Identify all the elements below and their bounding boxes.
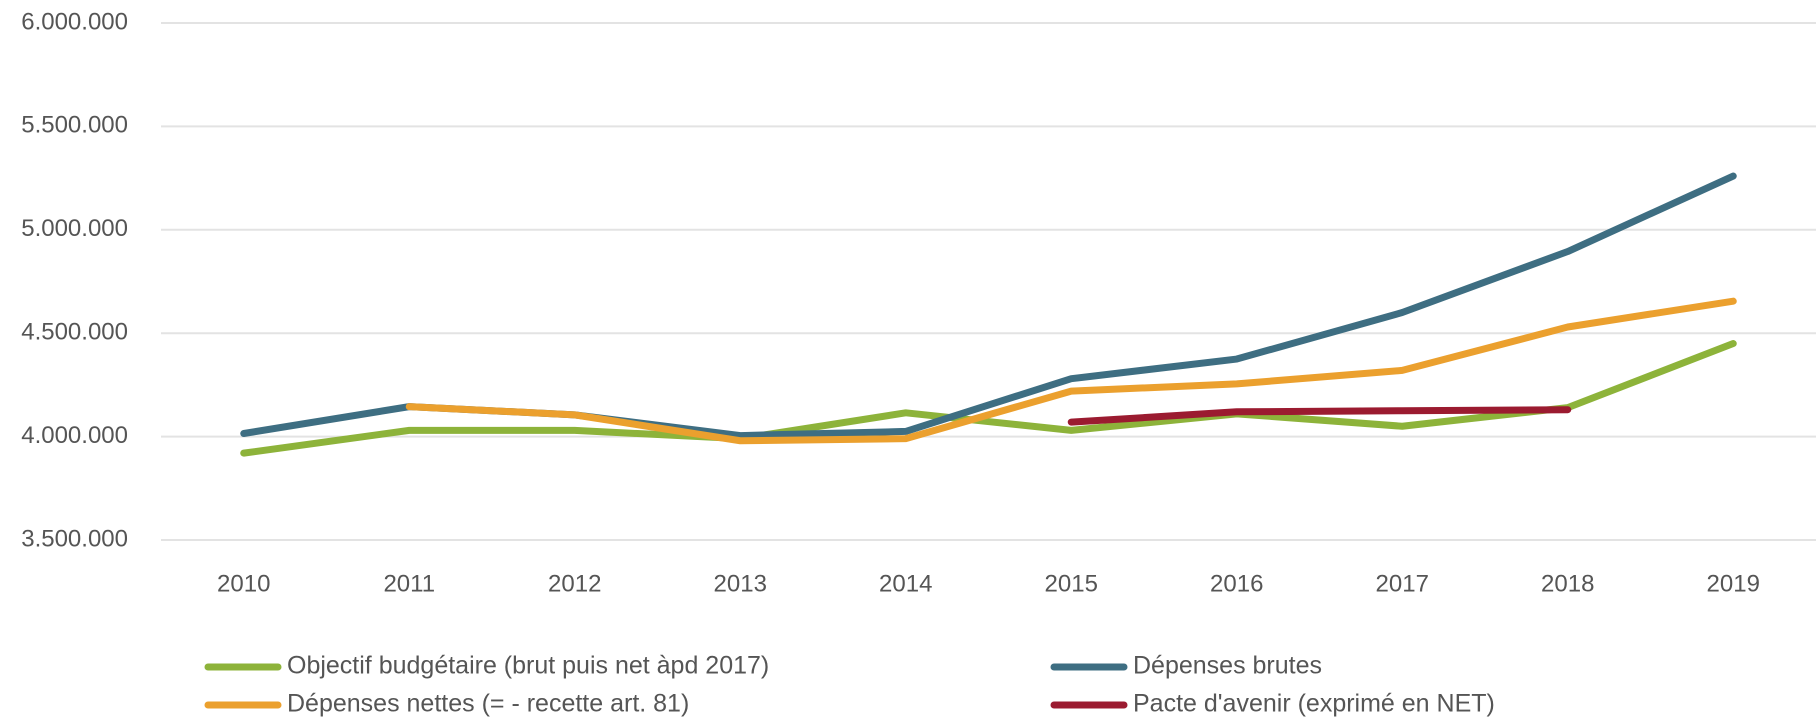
x-tick-label: 2016 bbox=[1210, 570, 1263, 597]
x-tick-label: 2013 bbox=[714, 570, 767, 597]
legend-label: Dépenses brutes bbox=[1133, 652, 1322, 680]
y-tick-label: 6.000.000 bbox=[21, 8, 128, 35]
x-tick-label: 2019 bbox=[1707, 570, 1760, 597]
legend-label: Dépenses nettes (= - recette art. 81) bbox=[287, 690, 689, 718]
y-tick-label: 3.500.000 bbox=[21, 525, 128, 552]
x-tick-label: 2011 bbox=[383, 570, 435, 597]
y-tick-label: 5.500.000 bbox=[21, 112, 128, 139]
legend-label: Pacte d'avenir (exprimé en NET) bbox=[1133, 690, 1495, 718]
x-tick-label: 2014 bbox=[879, 570, 932, 597]
x-tick-label: 2010 bbox=[217, 570, 270, 597]
y-tick-label: 5.000.000 bbox=[21, 215, 128, 242]
series-line bbox=[240, 172, 1737, 440]
y-tick-label: 4.500.000 bbox=[21, 319, 128, 346]
y-tick-label: 4.000.000 bbox=[21, 422, 128, 449]
legend-label: Objectif budgétaire (brut puis net àpd 2… bbox=[287, 652, 769, 680]
series-line bbox=[1067, 406, 1572, 426]
x-tick-label: 2015 bbox=[1045, 570, 1098, 597]
x-tick-label: 2018 bbox=[1541, 570, 1594, 597]
series-line bbox=[240, 340, 1737, 457]
x-tick-label: 2017 bbox=[1376, 570, 1429, 597]
x-tick-label: 2012 bbox=[548, 570, 601, 597]
series-line bbox=[405, 297, 1737, 445]
